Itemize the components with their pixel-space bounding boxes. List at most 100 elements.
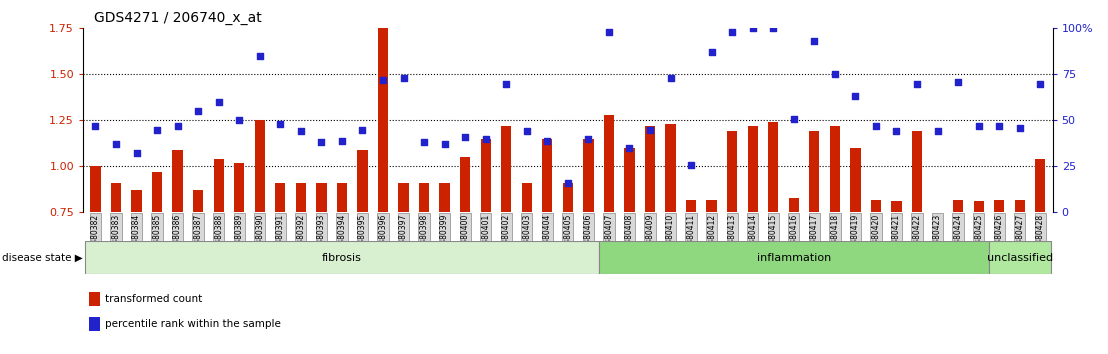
- Point: [168, 123, 186, 129]
- Bar: [624, 148, 635, 350]
- Text: GDS4271 / 206740_x_at: GDS4271 / 206740_x_at: [94, 11, 261, 25]
- Bar: [645, 126, 655, 350]
- Bar: [419, 183, 429, 350]
- Bar: [809, 131, 820, 350]
- Bar: [686, 200, 696, 350]
- Point: [148, 127, 166, 132]
- FancyBboxPatch shape: [989, 241, 1050, 274]
- Point: [642, 127, 659, 132]
- Point: [127, 151, 145, 156]
- Point: [375, 77, 392, 83]
- Point: [293, 129, 310, 134]
- Bar: [90, 166, 101, 350]
- FancyBboxPatch shape: [85, 241, 598, 274]
- Bar: [378, 28, 388, 350]
- Point: [909, 81, 926, 86]
- Point: [991, 123, 1008, 129]
- Bar: [460, 157, 470, 350]
- Point: [868, 123, 885, 129]
- Point: [784, 116, 802, 121]
- Point: [209, 99, 227, 105]
- Point: [970, 123, 987, 129]
- Bar: [912, 131, 922, 350]
- Point: [601, 29, 618, 35]
- Bar: [748, 126, 758, 350]
- Bar: [583, 139, 594, 350]
- Point: [558, 180, 576, 186]
- Point: [825, 72, 843, 77]
- Bar: [275, 183, 286, 350]
- Text: disease state ▶: disease state ▶: [2, 252, 83, 263]
- Point: [620, 145, 638, 151]
- Bar: [830, 126, 840, 350]
- Point: [724, 29, 741, 35]
- Bar: [542, 139, 553, 350]
- Bar: [994, 200, 1004, 350]
- Point: [847, 93, 864, 99]
- Bar: [974, 201, 984, 350]
- Bar: [1035, 159, 1046, 350]
- Point: [435, 142, 453, 147]
- Bar: [357, 150, 368, 350]
- Point: [353, 127, 371, 132]
- Point: [702, 50, 720, 55]
- Point: [765, 25, 782, 31]
- Point: [334, 138, 351, 143]
- Bar: [173, 150, 183, 350]
- Point: [1032, 81, 1049, 86]
- Bar: [337, 183, 347, 350]
- Bar: [891, 201, 902, 350]
- Bar: [789, 198, 799, 350]
- Bar: [111, 183, 121, 350]
- FancyBboxPatch shape: [598, 241, 989, 274]
- Bar: [440, 183, 450, 350]
- Bar: [132, 190, 142, 350]
- Point: [929, 129, 946, 134]
- Text: unclassified: unclassified: [986, 252, 1053, 263]
- Bar: [850, 148, 861, 350]
- Point: [806, 38, 823, 44]
- Bar: [296, 183, 306, 350]
- Point: [456, 134, 474, 140]
- Point: [1010, 125, 1028, 131]
- Point: [517, 129, 535, 134]
- Bar: [707, 200, 717, 350]
- Bar: [1015, 200, 1025, 350]
- Bar: [953, 200, 963, 350]
- Bar: [604, 115, 614, 350]
- Text: fibrosis: fibrosis: [322, 252, 362, 263]
- Bar: [501, 126, 512, 350]
- Bar: [933, 218, 943, 350]
- Bar: [522, 183, 532, 350]
- Bar: [727, 131, 737, 350]
- Point: [538, 138, 556, 143]
- Bar: [481, 139, 491, 350]
- Bar: [316, 183, 327, 350]
- Bar: [214, 159, 224, 350]
- Point: [107, 142, 125, 147]
- Text: transformed count: transformed count: [105, 294, 203, 304]
- Point: [497, 81, 515, 86]
- Point: [683, 162, 700, 167]
- Bar: [563, 183, 573, 350]
- Bar: [152, 172, 162, 350]
- Bar: [871, 200, 881, 350]
- Point: [394, 75, 412, 81]
- Point: [189, 108, 207, 114]
- Text: inflammation: inflammation: [757, 252, 831, 263]
- Point: [230, 118, 248, 123]
- Point: [312, 139, 330, 145]
- Point: [743, 25, 761, 31]
- Point: [579, 136, 597, 142]
- Bar: [399, 183, 409, 350]
- Bar: [234, 163, 245, 350]
- Point: [888, 129, 905, 134]
- Point: [950, 79, 967, 85]
- Bar: [768, 122, 779, 350]
- Point: [661, 75, 679, 81]
- Bar: [193, 190, 203, 350]
- Bar: [255, 120, 265, 350]
- Text: percentile rank within the sample: percentile rank within the sample: [105, 319, 281, 329]
- Point: [476, 136, 494, 142]
- Point: [86, 123, 104, 129]
